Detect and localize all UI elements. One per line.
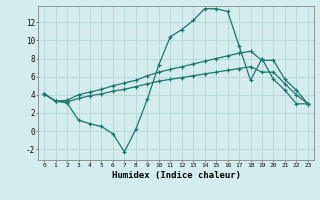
X-axis label: Humidex (Indice chaleur): Humidex (Indice chaleur): [111, 171, 241, 180]
